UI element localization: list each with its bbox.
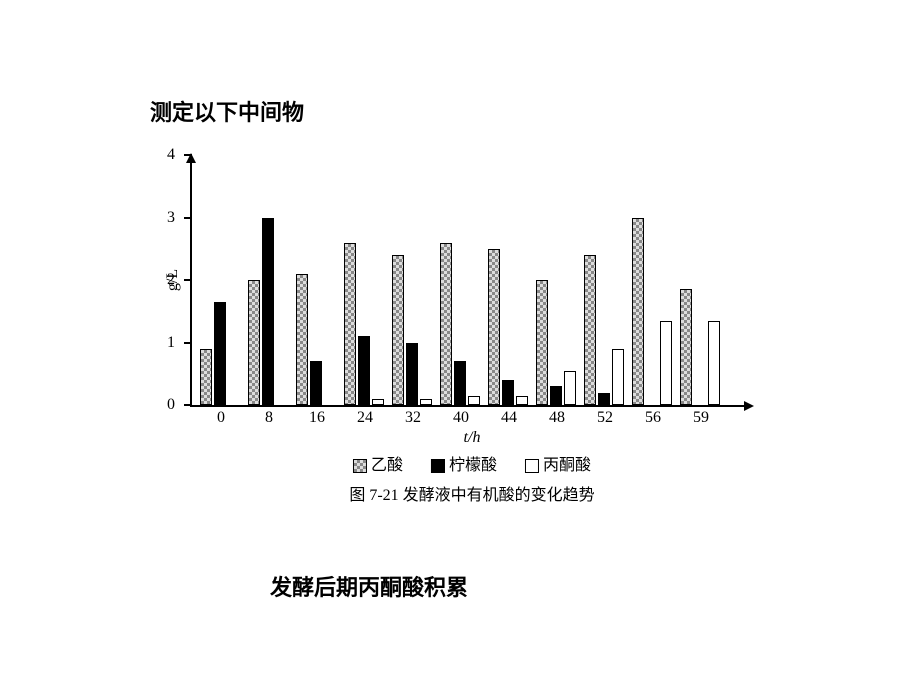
legend-swatch <box>525 459 539 473</box>
bar-solid <box>598 393 610 406</box>
x-axis-label: t/h <box>464 429 481 447</box>
legend-item: 乙酸 <box>353 451 403 475</box>
bar-empty <box>468 396 480 405</box>
x-tick-label: 16 <box>309 409 325 427</box>
legend-label: 柠檬酸 <box>449 457 497 474</box>
bar-solid <box>358 336 370 405</box>
x-axis-arrow <box>744 401 754 411</box>
bar-hatch <box>536 280 548 405</box>
y-tick <box>184 404 192 406</box>
x-tick-label: 0 <box>217 409 225 427</box>
x-tick-label: 48 <box>549 409 565 427</box>
bar-hatch <box>632 218 644 406</box>
x-tick-label: 32 <box>405 409 421 427</box>
x-tick-label: 40 <box>453 409 469 427</box>
x-tick-label: 56 <box>645 409 661 427</box>
bar-empty <box>708 321 720 405</box>
bar-hatch <box>680 289 692 405</box>
x-tick-label: 52 <box>597 409 613 427</box>
bar-solid <box>502 380 514 405</box>
bar-hatch <box>488 249 500 405</box>
heading-top: 测定以下中间物 <box>150 95 304 127</box>
bar-empty <box>420 399 432 405</box>
x-tick-label: 24 <box>357 409 373 427</box>
y-tick <box>184 154 192 156</box>
y-tick <box>184 217 192 219</box>
bar-hatch <box>296 274 308 405</box>
bar-hatch <box>440 243 452 406</box>
bar-empty <box>612 349 624 405</box>
bar-empty <box>564 371 576 405</box>
y-tick-label: 3 <box>167 209 175 227</box>
bar-solid <box>310 361 322 405</box>
y-tick <box>184 342 192 344</box>
y-tick-label: 1 <box>167 334 175 352</box>
bar-hatch <box>248 280 260 405</box>
bar-hatch <box>344 243 356 406</box>
bar-hatch <box>200 349 212 405</box>
x-tick-label: 59 <box>693 409 709 427</box>
bar-empty <box>660 321 672 405</box>
x-tick-label: 44 <box>501 409 517 427</box>
plot-area: g/L t/h 乙酸柠檬酸丙酮酸 图 7-21 发酵液中有机酸的变化趋势 012… <box>190 155 752 407</box>
bar-solid <box>406 343 418 406</box>
bar-hatch <box>584 255 596 405</box>
legend-item: 丙酮酸 <box>525 451 591 475</box>
legend-label: 乙酸 <box>371 457 403 474</box>
legend-swatch <box>431 459 445 473</box>
bar-solid <box>214 302 226 405</box>
heading-bottom: 发酵后期丙酮酸积累 <box>270 570 468 602</box>
figure-caption: 图 7-21 发酵液中有机酸的变化趋势 <box>349 481 594 505</box>
bar-hatch <box>392 255 404 405</box>
legend-swatch <box>353 459 367 473</box>
y-tick-label: 2 <box>167 271 175 289</box>
bar-solid <box>454 361 466 405</box>
bar-empty <box>516 396 528 405</box>
y-tick-label: 0 <box>167 396 175 414</box>
y-tick-label: 4 <box>167 146 175 164</box>
bar-solid <box>262 218 274 406</box>
organic-acid-chart: g/L t/h 乙酸柠檬酸丙酮酸 图 7-21 发酵液中有机酸的变化趋势 012… <box>150 145 770 435</box>
bar-empty <box>372 399 384 405</box>
legend-item: 柠檬酸 <box>431 451 497 475</box>
y-tick <box>184 279 192 281</box>
bar-solid <box>550 386 562 405</box>
x-tick-label: 8 <box>265 409 273 427</box>
legend: 乙酸 柠檬酸 丙酮酸 <box>339 451 605 475</box>
legend-label: 丙酮酸 <box>543 457 591 474</box>
